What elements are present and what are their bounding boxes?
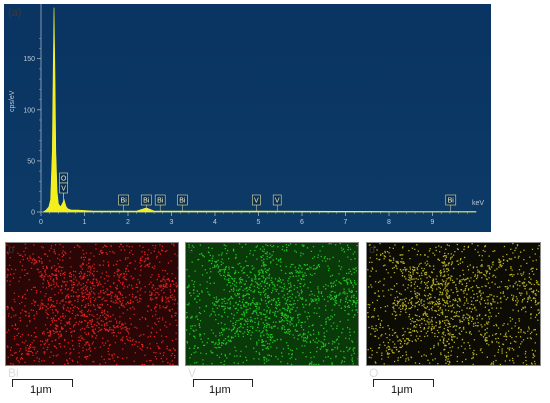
map-signal-dots [186,243,358,365]
x-tick-label: 4 [213,219,217,226]
scale-label-c: 1μm [209,384,231,396]
scale-bar-c [193,379,253,387]
panel-label-c: c [188,244,194,256]
x-tick-label: 6 [300,219,304,226]
y-tick-label: 100 [23,107,35,114]
x-tick-label: 0 [39,219,43,226]
y-tick-label: 150 [23,56,35,63]
x-tick-label: 7 [344,219,348,226]
x-tick-label: 1 [83,219,87,226]
panel-label-d: d [369,244,376,256]
annotation-label: Bi [157,198,164,205]
plot-background [4,4,491,232]
annotation-box [154,194,166,206]
x-axis-label: keV [472,200,484,207]
annotation-box [445,194,457,206]
map-signal-dots [367,243,540,365]
scale-label-b: 1μm [30,384,52,396]
element-label-o: O [369,366,379,380]
x-tick-label: 3 [170,219,174,226]
annotation-box [177,194,188,206]
element-map-image [367,243,540,365]
annotation-box [252,194,261,206]
panel-label-a: (a) [8,7,21,19]
x-tick-label: 9 [431,219,435,226]
panel-label-b: b [8,244,15,256]
scale-label-d: 1μm [391,384,413,396]
annotation-label: O [61,176,67,183]
annotation-label: Bi [143,198,150,205]
v-element-map [185,242,359,366]
o-element-map [366,242,541,366]
element-label-v: V [188,366,197,380]
annotation-box [59,182,68,194]
scale-bar-d [373,379,434,387]
annotation-label: V [61,186,66,193]
annotation-label: Bi [179,198,186,205]
spectrum-series [42,7,477,213]
x-tick-label: 5 [257,219,261,226]
annotation-label: V [275,198,280,205]
annotation-label: Bi [448,198,455,205]
map-signal-dots [6,243,178,365]
annotation-box [272,194,282,206]
element-map-image [6,243,178,365]
annotation-label: V [254,198,259,205]
scale-bar-b [12,379,73,387]
spectrum-plot [42,7,477,213]
y-axis-label: cps/eV [9,90,16,112]
annotation-label: Bi [121,198,128,205]
bi-element-map [5,242,179,366]
element-label-bi: Bi [8,366,19,380]
x-tick-label: 2 [126,219,130,226]
x-tick-label: 8 [387,219,391,226]
annotation-box [140,194,152,206]
element-map-image [186,243,358,365]
y-tick-label: 0 [31,210,35,217]
y-tick-label: 50 [27,158,35,165]
annotation-box [118,194,129,206]
